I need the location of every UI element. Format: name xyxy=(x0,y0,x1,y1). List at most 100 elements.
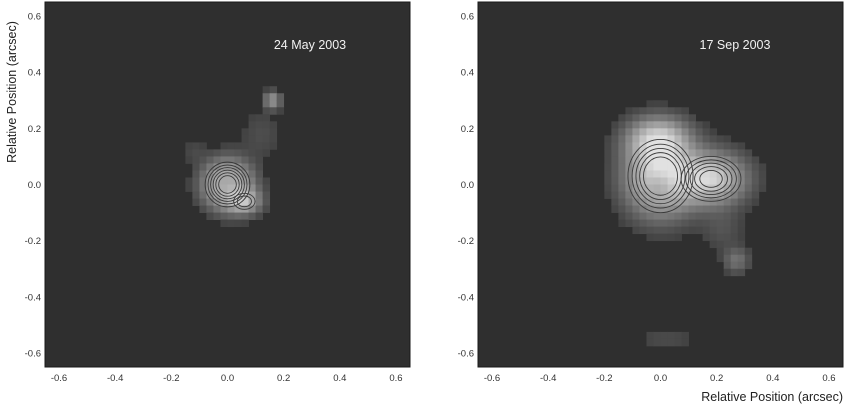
heatmap-cell xyxy=(709,149,718,157)
heatmap-cell xyxy=(674,233,682,242)
heatmap-cell xyxy=(653,114,661,122)
heatmap-cell xyxy=(269,128,278,136)
heatmap-cell xyxy=(751,191,760,199)
heatmap-cell xyxy=(758,163,767,171)
heatmap-cell xyxy=(688,212,696,220)
contour-line xyxy=(627,139,694,214)
heatmap-cell xyxy=(639,205,647,213)
y-axis-label: Relative Position (arcsec) xyxy=(5,21,19,163)
heatmap-cell xyxy=(702,142,711,150)
heatmap-cell xyxy=(744,156,753,164)
heatmap-cell xyxy=(723,247,732,256)
heatmap-cell xyxy=(618,135,626,143)
heatmap-cell xyxy=(709,219,718,228)
heatmap-cell xyxy=(744,254,753,263)
heatmap-cell xyxy=(248,135,256,143)
heatmap-cell xyxy=(737,163,746,171)
heatmap-cell xyxy=(639,142,647,150)
heatmap-cell xyxy=(262,86,271,94)
heatmap-cell xyxy=(681,149,689,157)
heatmap-cell xyxy=(646,212,654,220)
heatmap-cell xyxy=(611,191,619,199)
y-tick-labels: -0.6 -0.4 -0.2 0.0 0.2 0.4 0.6 xyxy=(25,12,41,360)
heatmap-cell xyxy=(220,163,228,171)
heatmap-cell xyxy=(674,128,682,136)
heatmap-cell xyxy=(269,100,278,108)
heatmap-cell xyxy=(681,205,689,213)
heatmap-cell xyxy=(723,149,732,157)
heatmap-cell xyxy=(632,198,640,206)
heatmap-cell xyxy=(646,149,654,157)
heatmap-cell xyxy=(248,177,256,185)
heatmap-cell xyxy=(639,184,647,192)
heatmap-cell xyxy=(220,156,228,164)
x-tick-label: -0.4 xyxy=(540,373,556,384)
heatmap-cell xyxy=(604,149,612,157)
heatmap-cell xyxy=(744,163,753,171)
heatmap-cell xyxy=(625,142,633,150)
heatmap-cell xyxy=(737,247,746,256)
heatmap-cell xyxy=(625,219,633,228)
heatmap-cell xyxy=(702,219,711,228)
heatmap-cell xyxy=(674,212,682,220)
heatmap-cell xyxy=(639,212,647,220)
contour-line xyxy=(699,170,723,188)
heatmap-cell xyxy=(702,135,711,143)
heatmap-cell xyxy=(737,177,746,185)
heatmap-cell xyxy=(653,205,661,213)
heatmap-cell xyxy=(199,198,207,206)
heatmap-cell xyxy=(695,198,704,206)
heatmap-cell xyxy=(674,219,682,228)
heatmap-cell xyxy=(681,191,689,199)
heatmap-cell xyxy=(611,198,619,206)
heatmap-cell xyxy=(688,184,696,192)
y-tick-label: -0.2 xyxy=(458,236,474,247)
heatmap-cell xyxy=(234,212,242,220)
heatmap-cell xyxy=(709,240,718,249)
x-tick-label: -0.2 xyxy=(163,373,179,384)
contour-line xyxy=(635,147,686,205)
heatmap-cell xyxy=(604,177,612,185)
heatmap-cell xyxy=(248,191,256,199)
heatmap-cell xyxy=(653,177,661,185)
heatmap-cell xyxy=(234,170,242,178)
heatmap-cell xyxy=(241,163,249,171)
heatmap-cell xyxy=(632,184,640,192)
heatmap-cell xyxy=(639,149,647,157)
heatmap-cell xyxy=(646,163,654,171)
heatmap-cell xyxy=(262,142,271,150)
heatmap-cell xyxy=(646,338,654,347)
x-tick-label: 0.4 xyxy=(766,373,779,384)
heatmap-cell xyxy=(618,170,626,178)
heatmap-cell xyxy=(744,198,753,206)
heatmap-cell xyxy=(695,128,704,136)
heatmap-cell xyxy=(185,184,193,192)
heatmap-cell xyxy=(248,114,256,122)
heatmap-cell xyxy=(744,149,753,157)
y-tick-label: 0.0 xyxy=(28,180,41,191)
heatmap-cell xyxy=(716,205,725,213)
heatmap-cell xyxy=(255,135,263,143)
heatmap-cell xyxy=(206,170,214,178)
heatmap-cell xyxy=(723,254,732,263)
heatmap-cell xyxy=(674,205,682,213)
heatmap-cell xyxy=(276,93,285,101)
heatmap-cell xyxy=(192,170,200,178)
heatmap-cell xyxy=(618,212,626,220)
heatmap-cell xyxy=(192,184,200,192)
heatmap-cell xyxy=(241,184,249,192)
heatmap-cell xyxy=(751,177,760,185)
heatmap-cell xyxy=(716,177,725,185)
heatmap-cell xyxy=(234,177,242,185)
heatmap-cell xyxy=(269,135,278,143)
heatmap-cell xyxy=(723,135,732,143)
heatmap-cell xyxy=(667,191,675,199)
heatmap-cell xyxy=(702,205,711,213)
heatmap-cell xyxy=(716,240,725,249)
heatmap-cell xyxy=(220,184,228,192)
contour-line xyxy=(207,164,248,205)
heatmap-cell xyxy=(702,198,711,206)
heatmap-cell xyxy=(667,205,675,213)
heatmap-cell xyxy=(255,149,263,157)
y-tick-label: 0.6 xyxy=(461,12,474,23)
